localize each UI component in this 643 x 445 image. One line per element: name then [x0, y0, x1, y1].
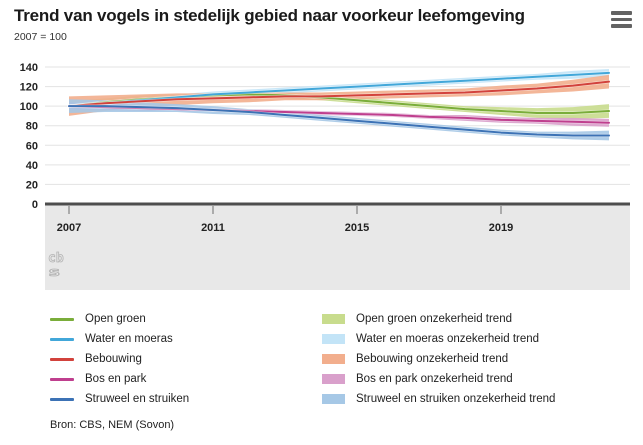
x-tick-label: 2015	[345, 222, 369, 234]
hamburger-bar	[611, 11, 632, 15]
trend-line-4	[68, 105, 610, 137]
legend-item-bos-en-park: Bos en park	[50, 369, 189, 389]
line-swatch	[50, 337, 74, 341]
legend-item-open-groen-band: Open groen onzekerheid trend	[322, 309, 555, 329]
hamburger-menu-icon[interactable]	[611, 11, 632, 28]
legend-item-water-en-moeras-band: Water en moeras onzekerheid trend	[322, 329, 555, 349]
line-swatch	[50, 317, 74, 321]
band-swatch	[322, 334, 345, 344]
legend-label: Struweel en struiken onzekerheid trend	[356, 393, 556, 405]
y-tick-label: 40	[26, 160, 38, 172]
y-tick-label: 80	[26, 121, 38, 133]
band-swatch	[322, 354, 345, 364]
y-tick-label: 140	[20, 62, 38, 74]
chart-unit-note: 2007 = 100	[14, 31, 67, 43]
line-swatch	[50, 397, 74, 401]
legend-item-open-groen: Open groen	[50, 309, 189, 329]
x-axis-band	[45, 205, 630, 290]
y-tick-label: 120	[20, 82, 38, 94]
legend-lines-column: Open groen Water en moeras Bebouwing Bos…	[50, 309, 189, 409]
y-tick-label: 60	[26, 140, 38, 152]
line-swatch	[50, 377, 74, 381]
hamburger-bar	[611, 24, 632, 28]
legend-item-struweel-en-struiken-band: Struweel en struiken onzekerheid trend	[322, 389, 555, 409]
y-tick-label: 100	[20, 101, 38, 113]
legend-item-water-en-moeras: Water en moeras	[50, 329, 189, 349]
legend-label: Bos en park	[85, 373, 147, 385]
legend-item-bos-en-park-band: Bos en park onzekerheid trend	[322, 369, 555, 389]
svg-text:cb: cb	[48, 251, 64, 266]
hamburger-bar	[611, 17, 632, 22]
legend-label: Open groen	[85, 313, 146, 325]
legend-label: Open groen onzekerheid trend	[356, 313, 512, 325]
y-tick-label: 0	[32, 199, 38, 211]
legend-label: Bebouwing	[85, 353, 142, 365]
x-tick-label: 2011	[201, 222, 225, 234]
cbs-logo: cb s	[47, 251, 64, 280]
band-swatch	[322, 314, 345, 324]
legend-label: Struweel en struiken	[85, 393, 190, 405]
svg-text:s: s	[48, 265, 61, 279]
legend-label: Bebouwing onzekerheid trend	[356, 353, 509, 365]
trend-chart: 0 20 40 60 80 100 120 140 2007 2011 2015 2019 cb s	[20, 62, 630, 290]
legend-item-bebouwing: Bebouwing	[50, 349, 189, 369]
x-tick-label: 2019	[489, 222, 513, 234]
x-tick-label: 2007	[57, 222, 81, 234]
legend-label: Bos en park onzekerheid trend	[356, 373, 513, 385]
line-swatch	[50, 357, 74, 361]
page-title: Trend van vogels in stedelijk gebied naa…	[14, 6, 525, 25]
legend-label: Water en moeras onzekerheid trend	[356, 333, 540, 345]
legend-item-struweel-en-struiken: Struweel en struiken	[50, 389, 189, 409]
source-note: Bron: CBS, NEM (Sovon)	[50, 419, 175, 431]
y-tick-label: 20	[26, 179, 38, 191]
legend-bands-column: Open groen onzekerheid trend Water en mo…	[322, 309, 555, 409]
trend-line-2	[68, 80, 610, 108]
band-swatch	[322, 374, 345, 384]
legend-label: Water en moeras	[85, 333, 173, 345]
legend-item-bebouwing-band: Bebouwing onzekerheid trend	[322, 349, 555, 369]
band-swatch	[322, 394, 345, 404]
